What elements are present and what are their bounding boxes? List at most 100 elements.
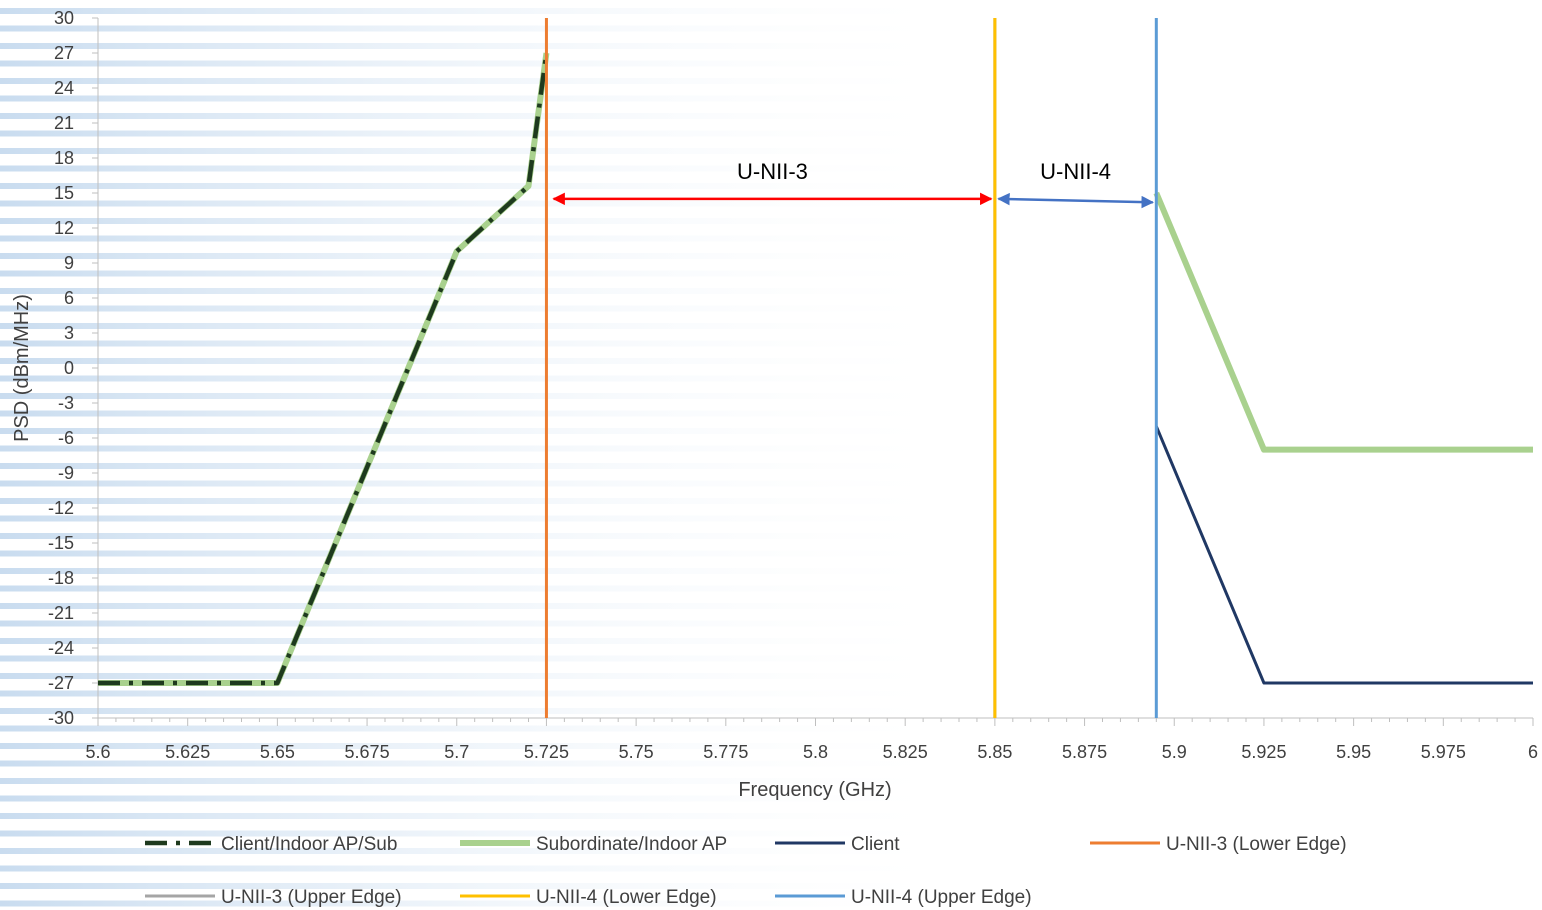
background-stripe xyxy=(0,655,980,662)
y-tick-label: -21 xyxy=(48,603,74,623)
legend-label: U-NII-3 (Lower Edge) xyxy=(1166,834,1347,855)
legend-item-u-nii-3-upper-edge: U-NII-3 (Upper Edge) xyxy=(145,887,402,908)
legend-item-u-nii-4-lower-edge: U-NII-4 (Lower Edge) xyxy=(460,887,717,908)
x-tick-label: 5.625 xyxy=(165,742,210,762)
background-stripe xyxy=(0,813,980,819)
background-stripe xyxy=(0,480,980,487)
y-axis-title: PSD (dBm/MHz) xyxy=(11,294,33,442)
background-stripe xyxy=(0,305,980,312)
x-tick-label: 6 xyxy=(1528,742,1538,762)
background-stripe xyxy=(0,638,980,644)
background-stripe xyxy=(0,393,980,399)
y-tick-label: -9 xyxy=(58,463,74,483)
y-tick-label: 3 xyxy=(64,323,74,343)
y-tick-label: 27 xyxy=(54,43,74,63)
y-tick-label: 9 xyxy=(64,253,74,273)
x-axis-title: Frequency (GHz) xyxy=(738,779,891,801)
background-stripe xyxy=(0,375,980,382)
x-tick-label: 5.7 xyxy=(444,742,469,762)
x-tick-label: 5.725 xyxy=(524,742,569,762)
x-tick-label: 5.775 xyxy=(703,742,748,762)
x-tick-label: 5.65 xyxy=(260,742,295,762)
x-tick-label: 5.95 xyxy=(1336,742,1371,762)
legend-item-client-indoor-ap-sub: Client/Indoor AP/Sub xyxy=(145,834,397,855)
background-stripe xyxy=(0,883,980,889)
background-stripe xyxy=(0,113,980,119)
x-tick-label: 5.85 xyxy=(977,742,1012,762)
background-stripe xyxy=(0,515,980,522)
x-tick-label: 5.9 xyxy=(1162,742,1187,762)
background-stripe xyxy=(0,708,980,714)
x-axis: 5.6 5.625 5.65 5.675 5.7 5.725 5.75 5.775 5.8 5.8… xyxy=(85,717,1538,762)
background-stripe xyxy=(0,288,980,294)
series-layer xyxy=(98,18,1533,718)
x-tick-label: 5.8 xyxy=(803,742,828,762)
legend-label: U-NII-4 (Upper Edge) xyxy=(851,887,1032,908)
x-tick-label: 5.6 xyxy=(85,742,110,762)
background-stripe xyxy=(0,253,980,259)
y-tick-label: 24 xyxy=(54,78,74,98)
background-stripe xyxy=(0,148,980,154)
background-stripe xyxy=(0,568,980,574)
legend-label: U-NII-4 (Lower Edge) xyxy=(536,887,717,908)
y-axis: 302724211815129630-3-6-9-12-15-18-21-24-… xyxy=(48,8,99,728)
background-stripe xyxy=(0,830,980,837)
x-tick-label: 5.875 xyxy=(1062,742,1107,762)
background-stripe xyxy=(0,323,980,329)
background-stripe xyxy=(0,690,980,697)
background-stripes xyxy=(0,8,980,907)
background-stripe xyxy=(0,165,980,172)
y-tick-label: -27 xyxy=(48,673,74,693)
y-tick-label: -30 xyxy=(48,708,74,728)
background-stripe xyxy=(0,445,980,452)
background-stripe xyxy=(0,410,980,417)
background-stripe xyxy=(0,95,980,102)
x-tick-label: 5.75 xyxy=(619,742,654,762)
background-stripe xyxy=(0,900,980,907)
y-tick-label: 30 xyxy=(54,8,74,28)
background-stripe xyxy=(0,620,980,627)
legend-label: Subordinate/Indoor AP xyxy=(536,834,727,855)
x-tick-label: 5.675 xyxy=(345,742,390,762)
y-tick-label: 15 xyxy=(54,183,74,203)
background-stripe xyxy=(0,778,980,784)
annotation-label: U-NII-4 xyxy=(1040,159,1111,184)
annotation-layer: U-NII-3 U-NII-4 xyxy=(552,159,1154,209)
background-stripe xyxy=(0,673,980,679)
legend-item-u-nii-4-upper-edge: U-NII-4 (Upper Edge) xyxy=(775,887,1032,908)
y-tick-label: 0 xyxy=(64,358,74,378)
background-stripe xyxy=(0,550,980,557)
y-tick-label: 6 xyxy=(64,288,74,308)
background-stripe xyxy=(0,463,980,469)
legend-label: Client/Indoor AP/Sub xyxy=(221,834,397,855)
series-line-client xyxy=(1154,425,1533,685)
background-stripe xyxy=(0,358,980,364)
series-line-client-indoor-ap-sub xyxy=(98,52,549,686)
background-stripe xyxy=(0,585,980,592)
y-tick-label: 18 xyxy=(54,148,74,168)
legend-item-u-nii-3-lower-edge: U-NII-3 (Lower Edge) xyxy=(1090,834,1347,855)
background-stripe xyxy=(0,25,980,32)
x-tick-label: 5.925 xyxy=(1241,742,1286,762)
y-tick-label: -15 xyxy=(48,533,74,553)
background-stripe xyxy=(0,603,980,609)
background-stripe xyxy=(0,183,980,189)
legend-label: Client xyxy=(851,834,900,855)
y-tick-label: 21 xyxy=(54,113,74,133)
background-stripe xyxy=(0,340,980,347)
legend-item-client: Client xyxy=(775,834,900,855)
background-stripe xyxy=(0,270,980,277)
background-stripe xyxy=(0,428,980,434)
background-stripe xyxy=(0,865,980,872)
background-stripe xyxy=(0,498,980,504)
background-stripe xyxy=(0,795,980,802)
legend-label: U-NII-3 (Upper Edge) xyxy=(221,887,402,908)
background-stripe xyxy=(0,743,980,749)
y-tick-label: -24 xyxy=(48,638,74,658)
background-stripe xyxy=(0,533,980,539)
background-stripe xyxy=(0,43,980,49)
background-stripe xyxy=(0,130,980,137)
x-tick-label: 5.825 xyxy=(883,742,928,762)
background-stripe xyxy=(0,235,980,242)
